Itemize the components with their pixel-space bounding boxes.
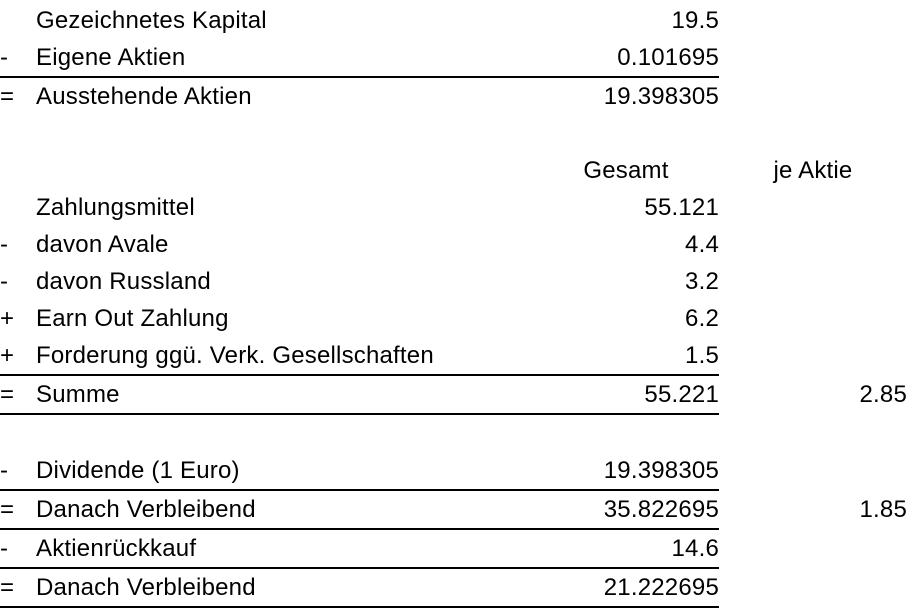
table-row: - Eigene Aktien 0.101695 — [0, 39, 907, 78]
label-cell: davon Avale — [36, 230, 169, 258]
gesamt-header: Gesamt — [583, 156, 669, 184]
table-row: = Danach Verbleibend 35.822695 1.85 — [0, 490, 907, 530]
table-row: = Ausstehende Aktien 19.398305 — [0, 77, 907, 115]
je-aktie-header: je Aktie — [773, 156, 853, 184]
table-row: - davon Russland 3.2 — [0, 263, 907, 300]
operator-cell — [0, 414, 36, 452]
per-share-cell — [719, 263, 907, 300]
label-cell: Danach Verbleibend — [36, 568, 533, 608]
label-cell: Aktienrückkauf — [36, 529, 533, 569]
label-cell: davon Russland — [36, 267, 211, 295]
label-cell: Dividende (1 Euro) — [36, 452, 533, 491]
per-share-cell — [719, 414, 907, 452]
total-cell: 19.398305 — [533, 452, 719, 491]
per-share-cell — [719, 568, 907, 607]
per-share-cell — [719, 115, 907, 152]
spacer-row — [0, 414, 907, 452]
total-cell — [533, 115, 719, 152]
operator-cell: - — [0, 452, 36, 491]
label-cell: Zahlungsmittel — [36, 193, 195, 221]
operator-cell: = — [0, 82, 15, 110]
table-row: - Aktienrückkauf 14.6 — [0, 529, 907, 569]
total-cell: 55.121 — [644, 193, 719, 221]
table-row: = Summe 55.221 2.85 — [0, 375, 907, 415]
label-cell: Forderung ggü. Verk. Gesellschaften — [36, 337, 533, 376]
operator-cell: + — [0, 304, 15, 332]
operator-cell — [0, 115, 36, 152]
per-share-cell — [719, 189, 907, 226]
label-cell — [36, 152, 533, 189]
label-cell — [36, 115, 533, 152]
per-share-cell: 2.85 — [859, 380, 907, 408]
per-share-cell — [719, 226, 907, 263]
table-row: Zahlungsmittel 55.121 — [0, 189, 907, 226]
label-cell: Earn Out Zahlung — [36, 304, 229, 332]
per-share-cell — [719, 77, 907, 115]
per-share-cell — [719, 529, 907, 568]
operator-cell — [0, 189, 36, 226]
table-row: - Dividende (1 Euro) 19.398305 — [0, 452, 907, 491]
operator-cell — [0, 152, 36, 189]
table-row: + Forderung ggü. Verk. Gesellschaften 1.5 — [0, 337, 907, 376]
table-row: Gezeichnetes Kapital 19.5 — [0, 2, 907, 39]
operator-cell: - — [0, 267, 9, 295]
table-row: + Earn Out Zahlung 6.2 — [0, 300, 907, 337]
total-cell: 19.398305 — [603, 82, 719, 110]
total-cell — [533, 414, 719, 452]
operator-cell — [0, 2, 36, 39]
operator-cell: - — [0, 230, 9, 258]
operator-cell: = — [0, 568, 36, 608]
operator-cell: = — [0, 490, 36, 530]
per-share-cell — [719, 337, 907, 375]
total-cell: 19.5 — [671, 6, 719, 34]
total-cell: 0.101695 — [533, 39, 719, 78]
label-cell: Danach Verbleibend — [36, 490, 533, 530]
per-share-cell — [719, 300, 907, 337]
label-cell: Summe — [36, 375, 533, 415]
operator-cell: + — [0, 337, 36, 376]
table-row: = Danach Verbleibend 21.222695 — [0, 568, 907, 608]
label-cell: Gezeichnetes Kapital — [36, 6, 267, 34]
operator-cell: - — [0, 39, 36, 78]
total-cell: 35.822695 — [533, 490, 719, 530]
per-share-cell — [719, 39, 907, 77]
total-cell: 1.5 — [533, 337, 719, 376]
per-share-cell — [719, 452, 907, 490]
label-cell: Ausstehende Aktien — [36, 82, 252, 110]
total-cell: 14.6 — [533, 529, 719, 569]
operator-cell: - — [0, 529, 36, 569]
operator-cell: = — [0, 375, 36, 415]
total-cell: 3.2 — [685, 267, 719, 295]
spacer-row — [0, 115, 907, 152]
per-share-cell — [719, 2, 907, 39]
column-header-row: Gesamt je Aktie — [0, 152, 907, 189]
table-row: - davon Avale 4.4 — [0, 226, 907, 263]
total-cell: 4.4 — [685, 230, 719, 258]
total-cell: 21.222695 — [533, 568, 719, 608]
total-cell: 55.221 — [533, 375, 719, 415]
label-cell — [36, 414, 533, 452]
total-cell: 6.2 — [685, 304, 719, 332]
label-cell: Eigene Aktien — [36, 39, 533, 78]
per-share-cell: 1.85 — [859, 495, 907, 523]
